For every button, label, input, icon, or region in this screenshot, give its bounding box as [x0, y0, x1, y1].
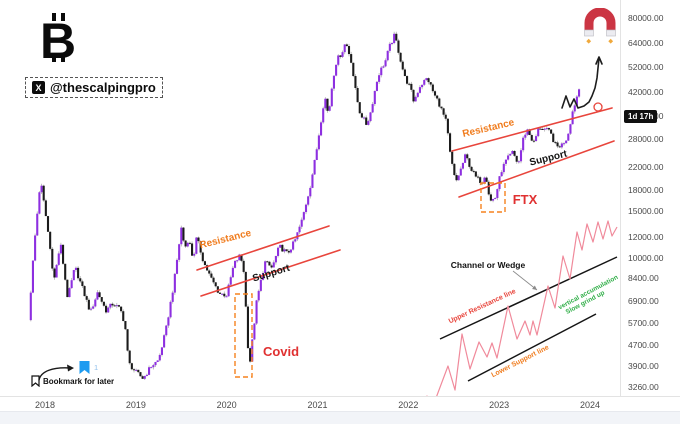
price-tick-label: 28000.00	[628, 133, 664, 144]
year-tick-label: 2022	[398, 400, 419, 410]
bookmark-outline-icon	[31, 375, 40, 387]
bookmark-note: 1 Bookmark for later	[28, 358, 138, 392]
annotation-ftx: FTX	[513, 192, 538, 207]
price-axis[interactable]: 80000.0064000.0052000.0042000.0034000.00…	[620, 0, 680, 411]
price-tick-label: 64000.00	[628, 38, 664, 49]
year-tick-label: 2024	[579, 400, 600, 410]
time-axis[interactable]: 2018 2019 2020 2021 2022 2023 2024	[0, 396, 680, 412]
inset-pointer-arrowhead	[532, 285, 537, 290]
annotation-support: Support	[528, 148, 568, 168]
year-tick-label: 2021	[307, 400, 328, 410]
covid-crash-box	[234, 293, 253, 378]
price-tick-label: 6900.00	[628, 295, 659, 306]
resistance-line-2023	[451, 107, 613, 152]
inset-upper-resistance-line	[439, 256, 618, 340]
price-tick-label: 4700.00	[628, 339, 659, 350]
price-tick-label: 3260.00	[628, 382, 659, 393]
price-tick-label: 80000.00	[628, 12, 664, 23]
bitcoin-logo-letter: B	[40, 13, 77, 69]
annotation-channel-or-wedge: Channel or Wedge	[451, 260, 526, 270]
bottom-toolbar-strip	[0, 411, 680, 424]
annotation-resistance: Resistance	[198, 228, 252, 252]
price-tick-label: 22000.00	[628, 161, 664, 172]
price-tick-label: 5700.00	[628, 317, 659, 328]
projection-arrowhead	[595, 56, 603, 65]
year-tick-label: 2019	[125, 400, 146, 410]
price-tick-label: 15000.00	[628, 205, 664, 216]
inset-pointer-line	[512, 270, 538, 291]
price-tick-label: 18000.00	[628, 184, 664, 195]
price-tick-label: 10000.00	[628, 252, 664, 263]
resistance-line-2020	[196, 225, 330, 271]
price-tick-label: 12000.00	[628, 231, 664, 242]
annotation-covid: Covid	[263, 344, 299, 359]
support-line-2020	[200, 249, 341, 297]
year-tick-label: 2018	[34, 400, 56, 410]
year-tick-label: 2020	[216, 400, 237, 410]
price-tick-label: 8400.00	[628, 272, 659, 283]
price-tick-label: 42000.00	[628, 86, 664, 97]
handle-text: @thescalpingpro	[50, 80, 156, 95]
inset-zigzag-price	[420, 220, 618, 409]
bookmark-note-label: Bookmark for later	[43, 376, 115, 386]
breakout-circle-marker	[593, 102, 603, 112]
inset-lower-support-line	[467, 313, 597, 382]
support-line-2023	[458, 140, 615, 198]
bitcoin-logo-icon: B	[38, 13, 84, 72]
bookmark-count: 1	[94, 363, 99, 372]
projection-curve	[561, 57, 600, 109]
bookmark-icon[interactable]	[78, 360, 91, 375]
ftx-crash-box	[480, 182, 506, 213]
hand-drawn-arrow	[38, 364, 74, 381]
candle-countdown-badge: 1d 17h	[624, 110, 658, 123]
price-tick-label: 52000.00	[628, 62, 664, 73]
magnet-icon	[583, 7, 617, 53]
price-tick-label: 3900.00	[628, 361, 659, 372]
year-tick-label: 2023	[489, 400, 510, 410]
annotation-lower-support-line: Lower Support line	[490, 344, 550, 379]
x-twitter-icon: X	[32, 81, 45, 94]
watermark-handle-badge: X @thescalpingpro	[25, 77, 163, 98]
